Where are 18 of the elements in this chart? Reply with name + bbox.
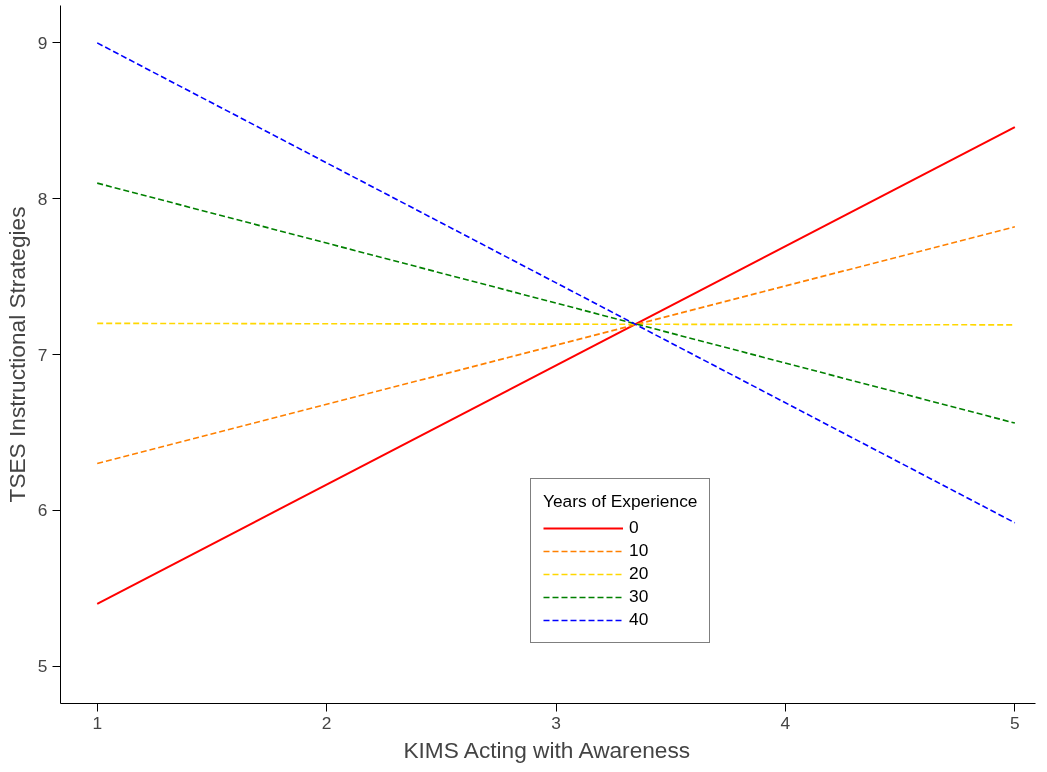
legend-label: 30: [629, 586, 649, 607]
x-tick-label: 3: [551, 712, 561, 733]
legend-label: 40: [629, 609, 649, 630]
x-axis-title: KIMS Acting with Awareness: [403, 736, 691, 763]
legend-title: Years of Experience: [543, 491, 698, 512]
y-tick-label: 9: [37, 32, 48, 53]
x-tick-label: 2: [321, 712, 332, 733]
legend-label: 10: [629, 540, 649, 561]
y-tick-label: 5: [37, 656, 48, 677]
y-tick-label: 6: [37, 500, 48, 521]
y-tick-label: 8: [37, 188, 48, 209]
x-tick-label: 1: [92, 712, 103, 733]
y-axis-title: TSES Instructional Strategies: [3, 206, 30, 503]
legend-label: 0: [629, 517, 640, 538]
legend-label: 20: [629, 563, 649, 584]
x-tick-label: 5: [1010, 712, 1020, 733]
x-tick-label: 4: [780, 712, 791, 733]
y-tick-label: 7: [37, 344, 48, 365]
